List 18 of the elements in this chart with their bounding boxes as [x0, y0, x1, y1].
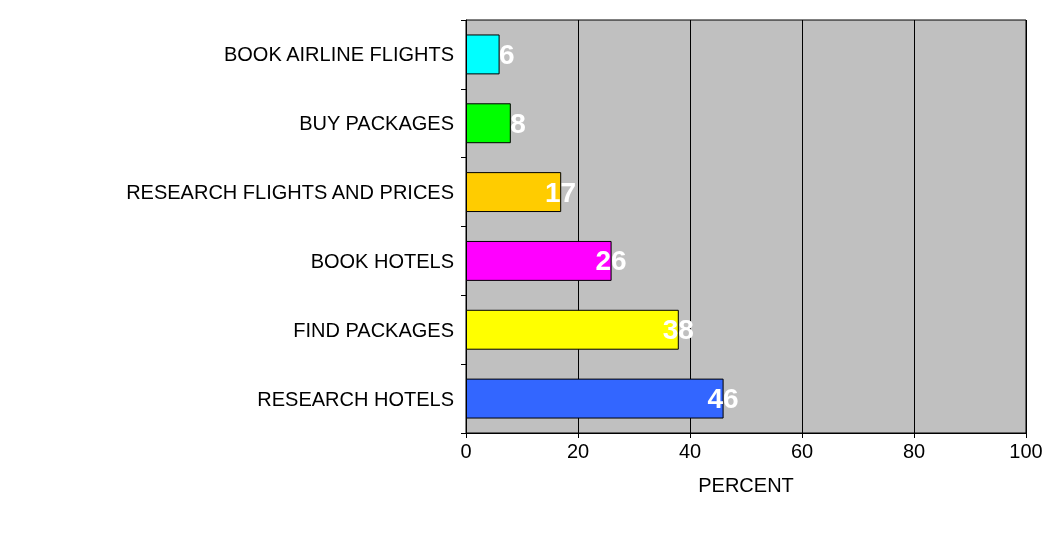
y-tick-label: BUY PACKAGES — [299, 112, 454, 135]
data-label: 8 — [510, 107, 526, 139]
data-label: 46 — [707, 383, 739, 415]
y-tick-label: FIND PACKAGES — [293, 318, 454, 341]
y-tick-label: BOOK AIRLINE FLIGHTS — [223, 43, 454, 66]
x-tick-label: 40 — [678, 440, 702, 462]
x-tick-label: 80 — [902, 440, 926, 462]
x-tick-label: 0 — [460, 440, 472, 462]
y-tick-label: RESEARCH HOTELS — [257, 387, 454, 410]
x-tick-label: 20 — [566, 440, 590, 462]
x-tick-label: 60 — [790, 440, 814, 462]
y-tick-label: BOOK HOTELS — [310, 249, 454, 272]
data-label: 6 — [499, 38, 515, 70]
x-tick-label: 100 — [1009, 440, 1043, 462]
x-axis-title: PERCENT — [698, 474, 794, 496]
data-label: 17 — [545, 176, 577, 208]
data-label: 38 — [662, 314, 694, 346]
y-tick-label: RESEARCH FLIGHTS AND PRICES — [126, 181, 454, 204]
